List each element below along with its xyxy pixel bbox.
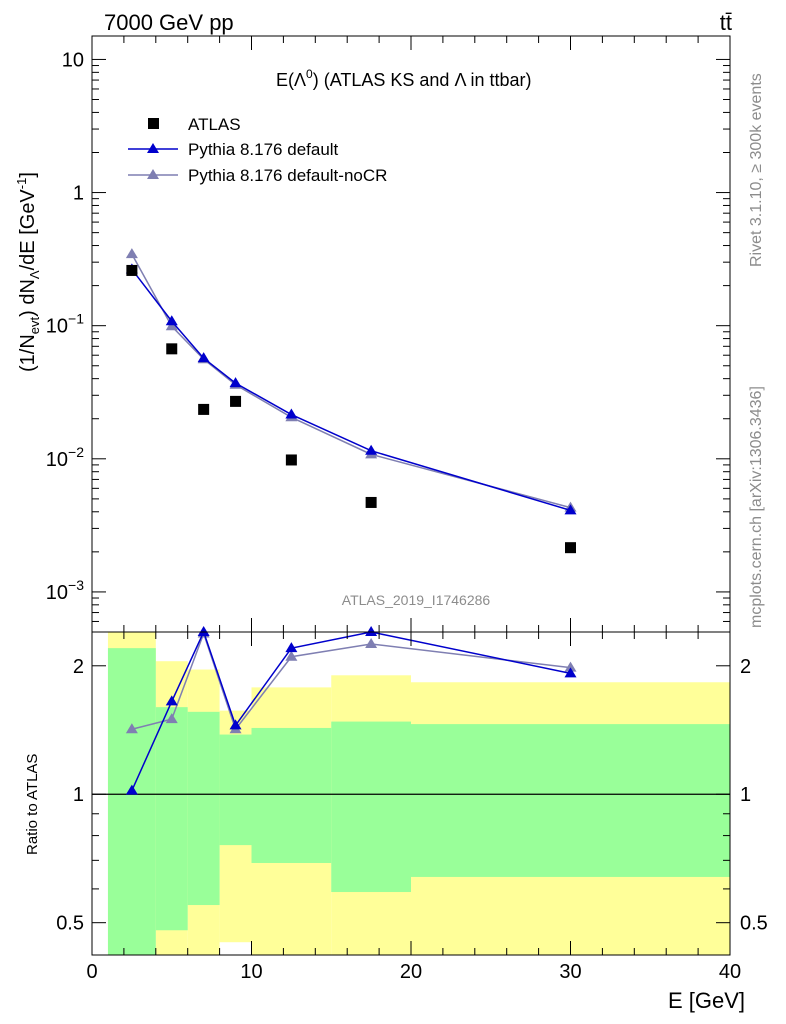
ratio-y-tick-label-right: 2 [740, 656, 751, 678]
main-point-pythia-nocr [125, 248, 138, 259]
ratio-x-tick-label: 10 [240, 961, 262, 983]
main-y-tick-label: 10−1 [46, 311, 84, 338]
legend-marker-pythia-default [147, 143, 159, 153]
ratio-point-pythia-default [197, 626, 210, 636]
main-point-atlas [166, 343, 178, 355]
ratio-point-pythia-default [285, 642, 298, 653]
ratio-y-tick-label-right: 1 [740, 784, 751, 806]
legend-label-pythia-default: Pythia 8.176 default [188, 140, 339, 159]
title-suffix: ) (ATLAS KS and Λ in ttbar) [313, 70, 532, 90]
ratio-x-tick-label: 30 [559, 961, 581, 983]
ratio-xlabel: E [GeV] [668, 988, 745, 1013]
ratio-band-green [155, 707, 188, 931]
main-point-pythia-default [229, 377, 242, 388]
main-point-atlas [126, 264, 138, 276]
main-point-atlas [230, 395, 242, 407]
ratio-band-green [219, 734, 252, 846]
ratio-y-tick-label: 0.5 [56, 913, 84, 935]
main-y-tick-label: 10 [62, 49, 84, 71]
ratio-band-green [107, 648, 156, 955]
chart-title: E(Λ0) (ATLAS KS and Λ in ttbar) [276, 67, 532, 90]
title-superscript: 0 [306, 67, 313, 81]
main-point-pythia-default [197, 352, 210, 363]
ratio-point-pythia-default [564, 667, 577, 678]
legend: ATLAS Pythia 8.176 default Pythia 8.176 … [128, 115, 387, 185]
ratio-point-pythia-nocr [564, 661, 577, 672]
ratio-band-green [251, 727, 332, 864]
legend-marker-pythia-nocr [147, 169, 159, 179]
main-line-pythia-default [131, 268, 571, 512]
main-y-tick-label: 10−2 [46, 444, 84, 471]
title-symbol: Λ [294, 70, 306, 90]
ratio-point-pythia-nocr [365, 637, 378, 648]
ratio-point-pythia-nocr [125, 723, 138, 734]
ratio-point-pythia-nocr [285, 650, 298, 661]
ratio-point-pythia-default [365, 626, 378, 636]
ratio-y-tick-label: 2 [73, 656, 84, 678]
ratio-ylabel: Ratio to ATLAS [24, 754, 41, 855]
main-point-pythia-default [165, 315, 178, 326]
mcplots-label: mcplots.cern.ch [arXiv:1306.3436] [748, 386, 765, 628]
main-point-atlas [565, 542, 576, 554]
ratio-band-green [411, 724, 730, 877]
ratio-band-green [331, 721, 411, 893]
legend-marker-atlas [148, 118, 159, 129]
ratio-x-tick-label: 0 [86, 961, 97, 983]
ratio-panel: 0.5 0.51 12 20 10 20 30 40 [56, 626, 768, 983]
main-point-pythia-nocr [165, 320, 178, 331]
main-ylabel: (1/Nevt) dNΛ/dE [GeV-1] [14, 172, 42, 372]
header-collision: 7000 GeV pp [104, 10, 234, 35]
main-y-tick-label: 10−3 [46, 577, 84, 604]
ratio-x-tick-label: 40 [719, 961, 741, 983]
main-point-pythia-default [285, 408, 298, 419]
header-process: tt̄ [720, 10, 732, 35]
main-line-pythia-nocr [131, 253, 571, 509]
ratio-y-tick-label: 1 [73, 784, 84, 806]
ratio-y-tick-label-right: 0.5 [740, 913, 768, 935]
main-y-tick-label: 1 [73, 183, 84, 205]
legend-label-atlas: ATLAS [188, 115, 241, 134]
main-point-atlas [365, 496, 377, 508]
ratio-point-pythia-nocr [165, 713, 178, 724]
main-point-atlas [285, 454, 297, 466]
main-panel: 10−3 10−2 10−1 1 10 [46, 35, 731, 633]
analysis-watermark: ATLAS_2019_I1746286 [342, 592, 491, 608]
ratio-band-green [187, 711, 220, 906]
ratio-point-pythia-default [125, 784, 138, 795]
ratio-point-pythia-default [229, 719, 242, 730]
main-point-pythia-default [564, 504, 577, 515]
rivet-label: Rivet 3.1.10, ≥ 300k events [748, 73, 765, 267]
ratio-point-pythia-default [165, 695, 178, 706]
legend-label-pythia-nocr: Pythia 8.176 default-noCR [188, 166, 387, 185]
main-point-pythia-default [365, 444, 378, 455]
main-point-atlas [198, 403, 210, 415]
title-prefix: E( [276, 70, 294, 90]
ratio-x-tick-label: 20 [400, 961, 422, 983]
